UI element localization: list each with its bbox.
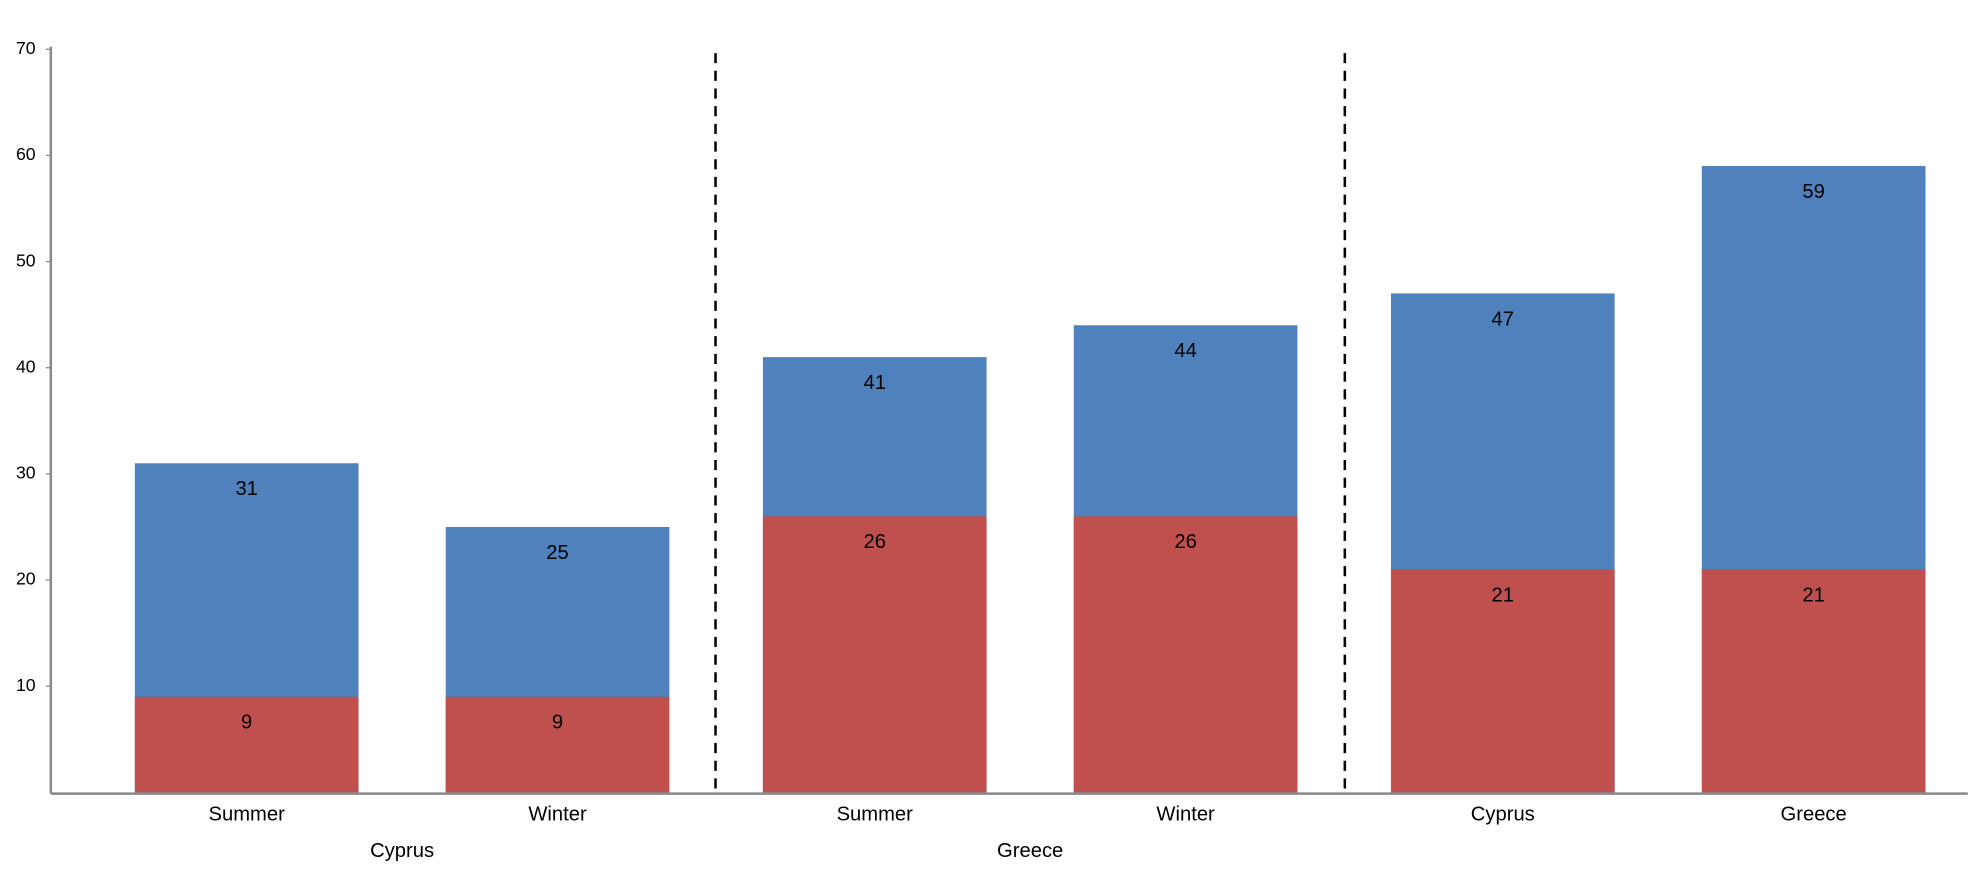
- data-label: 9: [241, 712, 252, 734]
- bar: [1390, 569, 1615, 793]
- group-label: Greece: [997, 840, 1063, 862]
- data-label: 59: [1802, 181, 1824, 203]
- x-tick-label: Summer: [209, 803, 286, 825]
- y-tick-label: 40: [16, 356, 36, 376]
- data-label: 31: [235, 478, 257, 500]
- bar: [762, 516, 987, 793]
- x-tick-label: Summer: [837, 803, 914, 825]
- bar: [445, 696, 670, 793]
- data-label: 41: [863, 372, 885, 394]
- data-label: 44: [1174, 340, 1196, 362]
- x-tick-label: Winter: [528, 803, 587, 825]
- data-label: 21: [1802, 584, 1824, 606]
- y-tick-label: 50: [16, 250, 36, 270]
- data-label: 21: [1492, 584, 1514, 606]
- x-tick-label: Cyprus: [1471, 803, 1535, 825]
- y-tick-label: 70: [16, 38, 36, 58]
- bar: [1073, 516, 1298, 793]
- x-tick-label: Greece: [1781, 803, 1847, 825]
- data-label: 26: [1174, 531, 1196, 553]
- data-label: 47: [1492, 308, 1514, 330]
- bar: [1701, 569, 1926, 793]
- data-label: 26: [863, 531, 885, 553]
- y-tick-label: 30: [16, 463, 36, 483]
- y-tick-label: 10: [16, 675, 36, 695]
- y-tick-label: 60: [16, 144, 36, 164]
- data-label: 9: [552, 712, 563, 734]
- bar: [134, 696, 359, 793]
- x-tick-label: Winter: [1156, 803, 1215, 825]
- data-label: 25: [546, 542, 568, 564]
- y-tick-label: 20: [16, 569, 36, 589]
- group-label: Cyprus: [370, 840, 434, 862]
